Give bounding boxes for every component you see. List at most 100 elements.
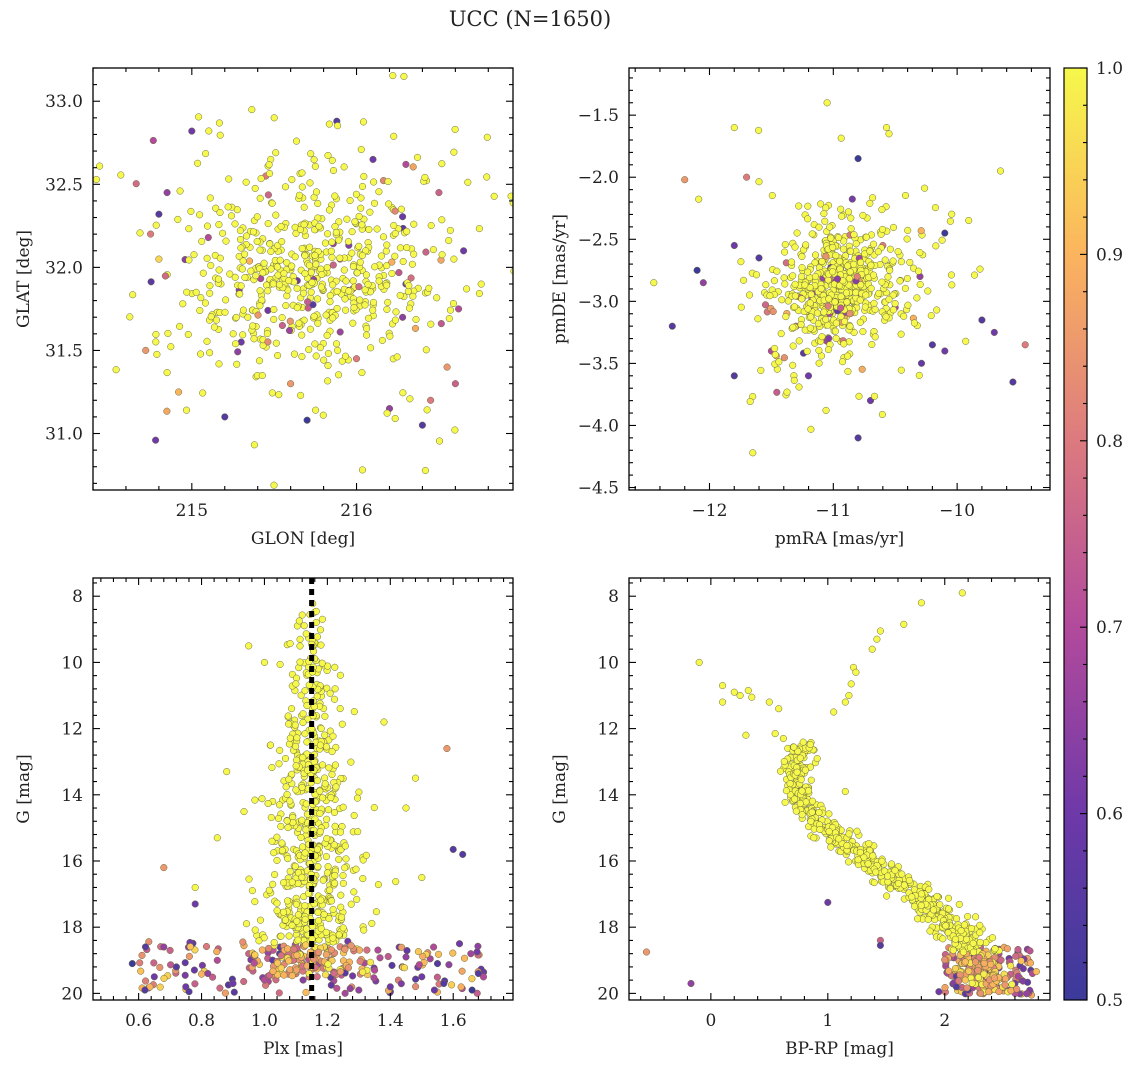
- field-star-point: [928, 341, 936, 349]
- member-point: [323, 331, 331, 339]
- member-point: [808, 797, 817, 805]
- member-point: [775, 358, 783, 366]
- y-tick-label: −1.5: [578, 106, 619, 126]
- field-star-point: [181, 971, 189, 979]
- field-star-point: [403, 947, 411, 955]
- member-point: [344, 238, 352, 246]
- member-point: [355, 212, 363, 220]
- member-point: [755, 178, 763, 186]
- member-point: [944, 894, 953, 902]
- member-point: [293, 284, 301, 292]
- member-point: [811, 272, 819, 281]
- y-tick-label: 8: [72, 587, 83, 607]
- field-star-point: [415, 961, 423, 969]
- member-point: [837, 293, 845, 301]
- member-point: [818, 333, 826, 341]
- y-tick-label: 14: [61, 786, 83, 806]
- field-star-point: [458, 967, 466, 975]
- member-point: [477, 280, 485, 288]
- member-point: [867, 261, 875, 269]
- x-tick-label: 0.6: [125, 1011, 152, 1031]
- member-point: [418, 873, 426, 882]
- member-point: [830, 708, 838, 716]
- member-point: [719, 698, 727, 706]
- y-tick-label: 33.0: [45, 92, 83, 112]
- member-point: [974, 973, 982, 982]
- member-point: [846, 247, 855, 255]
- member-point: [396, 291, 404, 299]
- member-point: [285, 326, 294, 335]
- member-point: [205, 127, 213, 135]
- member-point: [822, 315, 830, 324]
- member-point: [255, 357, 264, 365]
- member-point: [206, 289, 214, 297]
- member-point: [883, 892, 891, 900]
- member-point: [939, 935, 947, 943]
- member-point: [948, 281, 956, 289]
- field-star-point: [418, 973, 426, 981]
- member-point: [288, 921, 296, 929]
- member-point: [245, 875, 253, 883]
- member-point: [280, 879, 288, 887]
- member-point: [284, 855, 292, 863]
- member-point: [213, 834, 221, 842]
- field-star-point: [473, 948, 481, 956]
- member-point: [974, 966, 982, 975]
- member-point: [314, 917, 323, 925]
- member-point: [292, 786, 300, 794]
- member-point: [74, 282, 81, 289]
- member-point: [768, 191, 776, 200]
- field-star-point: [186, 943, 194, 951]
- member-point: [959, 948, 967, 956]
- field-star-point: [430, 986, 438, 994]
- member-point: [383, 241, 391, 249]
- member-point: [789, 342, 797, 350]
- member-point: [916, 249, 924, 257]
- member-point: [277, 932, 285, 940]
- member-point: [769, 307, 777, 316]
- member-point: [300, 289, 308, 297]
- member-point: [855, 392, 863, 400]
- member-point: [962, 935, 971, 943]
- member-point: [285, 932, 293, 940]
- panel-plx-g: 0.6 0.8 1.0 1.2 1.4 1.6 8 10 12 14 16 18 20 Plx [mas]…: [14, 577, 514, 1059]
- member-point: [222, 237, 230, 245]
- member-point: [900, 620, 908, 628]
- member-point: [1008, 980, 1016, 988]
- field-star-point: [150, 959, 158, 967]
- member-point: [212, 204, 220, 212]
- member-point: [250, 441, 258, 449]
- field-star-point: [152, 436, 160, 444]
- member-point: [275, 801, 284, 809]
- member-point: [897, 330, 905, 338]
- field-star-point: [160, 864, 168, 872]
- member-point: [811, 251, 820, 259]
- member-point: [277, 951, 285, 960]
- member-point: [402, 804, 410, 812]
- member-point: [278, 846, 286, 855]
- member-point: [975, 953, 983, 961]
- member-point: [267, 813, 275, 822]
- member-point: [282, 783, 290, 791]
- member-point: [290, 350, 298, 358]
- member-point: [314, 948, 323, 956]
- field-star-point: [1021, 341, 1029, 349]
- y-tick-label: 14: [597, 786, 619, 806]
- member-point: [410, 250, 418, 258]
- member-point: [410, 220, 418, 228]
- panel-pm: −12 −11 −10 −4.5 −4.0 −3.5 −3.0 −2.5 −2.0 −1.5 pmR…: [550, 67, 1051, 549]
- member-point: [288, 878, 296, 886]
- member-point: [371, 263, 379, 271]
- member-point: [203, 222, 212, 230]
- member-point: [396, 244, 404, 252]
- member-point: [790, 303, 799, 311]
- member-point: [270, 938, 278, 947]
- member-point: [277, 964, 285, 972]
- field-star-point: [142, 977, 150, 985]
- member-point: [299, 754, 307, 762]
- field-star-point: [155, 210, 163, 218]
- field-star-point: [440, 979, 448, 988]
- field-star-point: [730, 241, 738, 250]
- member-point: [225, 175, 233, 183]
- member-point: [301, 730, 309, 738]
